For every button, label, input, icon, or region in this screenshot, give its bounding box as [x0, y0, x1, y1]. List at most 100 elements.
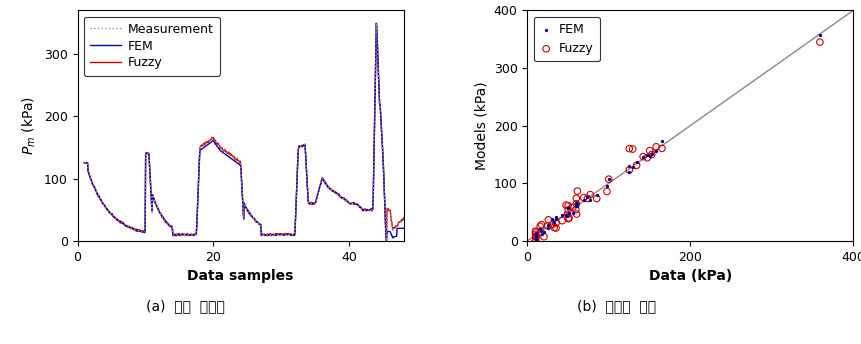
- FEM: [371, 21, 381, 25]
- FEM: [547, 219, 561, 225]
- Fuzzy: [576, 195, 590, 200]
- Fuzzy: [79, 161, 90, 165]
- FEM: [528, 234, 542, 239]
- FEM: [640, 152, 653, 157]
- Fuzzy: [292, 165, 302, 170]
- FEM: [540, 222, 554, 227]
- Line: Fuzzy: Fuzzy: [84, 23, 403, 240]
- FEM: [541, 225, 554, 231]
- FEM: [599, 183, 613, 189]
- Measurement: [267, 233, 277, 237]
- FEM: [554, 213, 568, 218]
- FEM: [648, 148, 662, 153]
- FEM: [561, 205, 574, 210]
- FEM: [528, 236, 542, 242]
- FEM: [622, 169, 635, 174]
- Fuzzy: [642, 148, 656, 153]
- Fuzzy: [528, 234, 542, 239]
- FEM: [135, 229, 146, 233]
- Fuzzy: [561, 203, 574, 208]
- FEM: [528, 234, 542, 239]
- FEM: [548, 216, 562, 222]
- FEM: [533, 228, 547, 234]
- Measurement: [161, 220, 171, 224]
- FEM: [570, 203, 584, 209]
- FEM: [812, 32, 826, 38]
- FEM: [528, 230, 542, 236]
- FEM: [223, 155, 233, 159]
- Fuzzy: [319, 179, 330, 183]
- Fuzzy: [267, 233, 277, 237]
- Fuzzy: [534, 222, 548, 227]
- FEM: [79, 161, 90, 165]
- Fuzzy: [561, 215, 575, 221]
- Fuzzy: [560, 212, 573, 217]
- Measurement: [319, 180, 330, 184]
- Fuzzy: [528, 238, 542, 244]
- FEM: [579, 194, 593, 200]
- Y-axis label: $P_m$ (kPa): $P_m$ (kPa): [21, 96, 39, 155]
- Measurement: [371, 21, 381, 25]
- FEM: [644, 151, 658, 156]
- Fuzzy: [561, 216, 574, 222]
- Fuzzy: [536, 234, 550, 239]
- Fuzzy: [548, 220, 562, 226]
- Fuzzy: [554, 218, 568, 224]
- FEM: [559, 212, 573, 218]
- Fuzzy: [541, 217, 554, 223]
- Measurement: [381, 239, 391, 243]
- Measurement: [135, 229, 146, 233]
- Line: Measurement: Measurement: [84, 23, 403, 241]
- Fuzzy: [548, 225, 562, 231]
- Fuzzy: [533, 224, 547, 229]
- Fuzzy: [654, 146, 668, 151]
- Fuzzy: [161, 221, 171, 225]
- Measurement: [292, 165, 302, 169]
- Measurement: [79, 161, 90, 165]
- Fuzzy: [569, 211, 583, 217]
- X-axis label: Data samples: Data samples: [187, 269, 294, 283]
- Fuzzy: [568, 196, 582, 201]
- Fuzzy: [559, 202, 573, 208]
- Fuzzy: [561, 207, 574, 213]
- FEM: [528, 232, 542, 237]
- Text: (b)  예측값  비교: (b) 예측값 비교: [576, 299, 655, 313]
- Fuzzy: [371, 21, 381, 25]
- FEM: [566, 210, 579, 215]
- Measurement: [223, 152, 233, 156]
- FEM: [161, 220, 171, 224]
- Fuzzy: [398, 216, 408, 220]
- FEM: [654, 138, 668, 144]
- Legend: FEM, Fuzzy: FEM, Fuzzy: [533, 17, 599, 61]
- Fuzzy: [529, 233, 542, 239]
- FEM: [642, 153, 656, 159]
- FEM: [548, 214, 562, 220]
- Measurement: [398, 217, 408, 221]
- FEM: [560, 213, 573, 218]
- FEM: [569, 201, 583, 207]
- FEM: [601, 176, 615, 182]
- Fuzzy: [528, 228, 542, 234]
- FEM: [319, 180, 330, 184]
- FEM: [534, 232, 548, 237]
- FEM: [589, 193, 603, 198]
- FEM: [529, 234, 542, 239]
- FEM: [533, 227, 547, 232]
- Fuzzy: [644, 152, 658, 157]
- FEM: [561, 205, 574, 210]
- Fuzzy: [540, 223, 554, 229]
- Fuzzy: [569, 201, 583, 207]
- Fuzzy: [599, 189, 613, 194]
- Fuzzy: [629, 163, 643, 168]
- FEM: [267, 233, 277, 237]
- FEM: [622, 163, 635, 169]
- Fuzzy: [545, 222, 559, 227]
- Fuzzy: [579, 196, 593, 201]
- Fuzzy: [528, 236, 542, 242]
- FEM: [625, 165, 639, 170]
- Fuzzy: [635, 154, 649, 159]
- Fuzzy: [566, 204, 579, 210]
- FEM: [528, 236, 542, 241]
- Fuzzy: [570, 188, 584, 194]
- Fuzzy: [568, 207, 582, 212]
